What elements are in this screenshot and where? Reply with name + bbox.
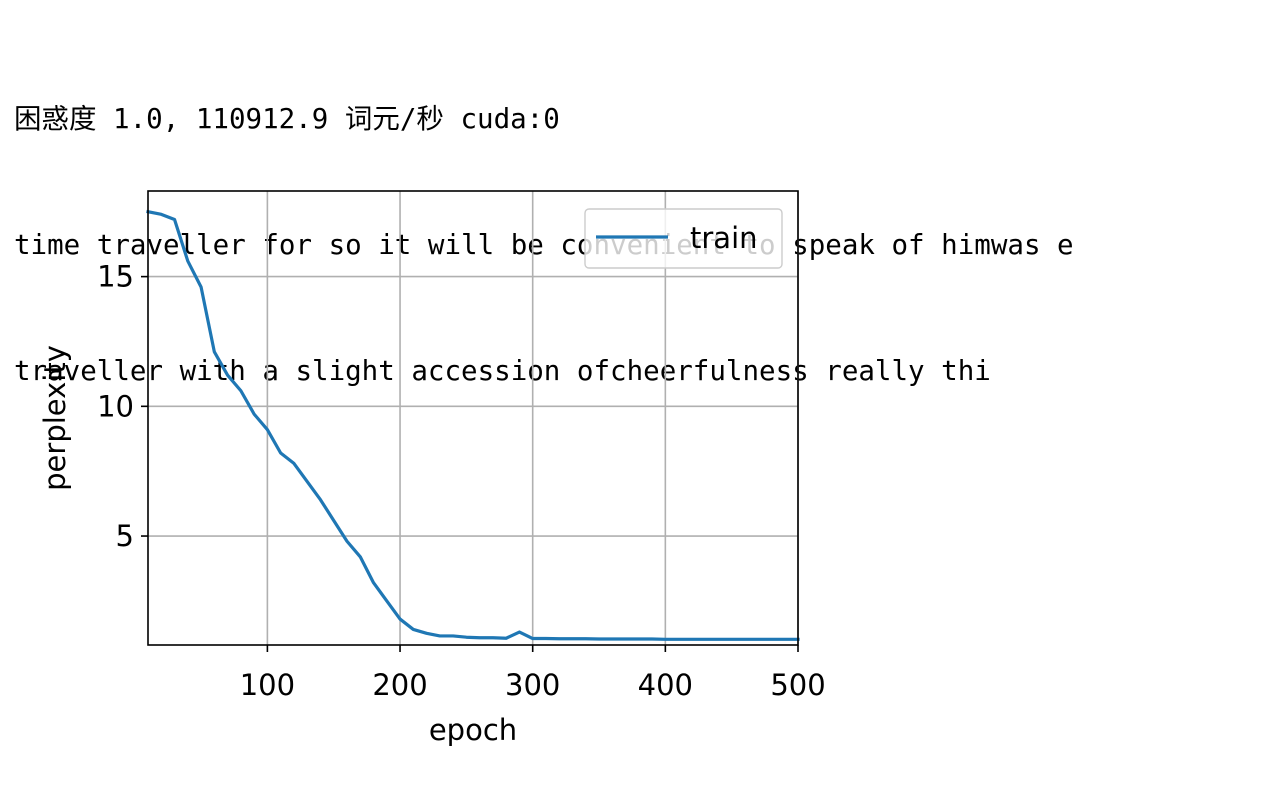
x-tick-label: 100 bbox=[240, 668, 295, 702]
legend-label-train: train bbox=[690, 221, 758, 255]
legend-box bbox=[584, 208, 783, 269]
output-line-prediction-2: traveller with a slight accession ofchee… bbox=[14, 355, 991, 387]
x-tick-label: 300 bbox=[505, 668, 560, 702]
series-layer bbox=[146, 209, 800, 641]
series-line-train bbox=[146, 209, 800, 641]
output-line-status: 困惑度 1.0, 110912.9 词元/秒 cuda:0 bbox=[14, 103, 560, 135]
tick-layer: 100 200 300 400 500 5 10 15 bbox=[97, 260, 826, 702]
x-tick-label: 400 bbox=[638, 668, 693, 702]
x-tick-label: 500 bbox=[770, 668, 825, 702]
y-tick-label: 10 bbox=[97, 389, 134, 423]
axes-frame bbox=[147, 190, 799, 646]
x-tick-label: 200 bbox=[372, 668, 427, 702]
grid-layer bbox=[148, 191, 799, 645]
x-axis-label: epoch bbox=[429, 713, 517, 747]
y-tick-label: 5 bbox=[116, 519, 134, 553]
y-tick-label: 15 bbox=[97, 260, 134, 294]
y-axis-label: perplexity bbox=[38, 345, 72, 491]
legend: train bbox=[584, 208, 783, 269]
